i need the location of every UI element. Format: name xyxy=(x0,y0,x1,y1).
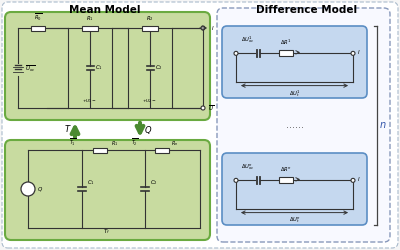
FancyBboxPatch shape xyxy=(2,2,398,248)
Text: $R_1$: $R_1$ xyxy=(86,14,94,23)
Text: $C_1$: $C_1$ xyxy=(95,64,103,72)
Text: $I$: $I$ xyxy=(357,48,360,56)
Text: T: T xyxy=(65,126,70,134)
Circle shape xyxy=(351,51,355,55)
Text: $I$: $I$ xyxy=(357,175,360,183)
Text: $T_f$: $T_f$ xyxy=(103,227,111,236)
Text: $I$: $I$ xyxy=(211,24,214,32)
Bar xyxy=(31,26,45,30)
Circle shape xyxy=(201,26,205,30)
Circle shape xyxy=(234,51,238,55)
Text: $C_2$: $C_2$ xyxy=(150,178,158,187)
Circle shape xyxy=(201,106,205,110)
Text: Q: Q xyxy=(145,126,152,134)
Text: Mean Model: Mean Model xyxy=(69,5,141,15)
Text: $\Delta R^1$: $\Delta R^1$ xyxy=(280,38,292,47)
Text: $\Delta U_{oc}^1$: $\Delta U_{oc}^1$ xyxy=(241,34,255,45)
Circle shape xyxy=(234,178,238,182)
Circle shape xyxy=(21,182,35,196)
Text: $\Delta U_t^1$: $\Delta U_t^1$ xyxy=(288,88,300,100)
Bar xyxy=(93,148,107,152)
Text: $\overline{R_0}$: $\overline{R_0}$ xyxy=(34,13,42,23)
Text: $\overline{T_1}$: $\overline{T_1}$ xyxy=(69,138,77,148)
Text: $Q$: $Q$ xyxy=(37,185,43,193)
Text: $R_n$: $R_n$ xyxy=(171,139,179,148)
FancyBboxPatch shape xyxy=(5,12,210,120)
Text: $R_2$: $R_2$ xyxy=(146,14,154,23)
Bar xyxy=(82,26,98,30)
Text: $\Delta R^n$: $\Delta R^n$ xyxy=(280,166,292,174)
Text: $C_1$: $C_1$ xyxy=(87,178,95,187)
FancyBboxPatch shape xyxy=(222,153,367,225)
Bar xyxy=(279,50,293,56)
Text: ......: ...... xyxy=(286,120,304,130)
Text: $\overline{U_{oc}}$: $\overline{U_{oc}}$ xyxy=(25,64,36,74)
Text: $+U_2-$: $+U_2-$ xyxy=(142,98,158,105)
Text: $R_1$: $R_1$ xyxy=(111,139,119,148)
FancyBboxPatch shape xyxy=(5,140,210,240)
Text: $+U_1-$: $+U_1-$ xyxy=(82,98,98,105)
Text: $C_2$: $C_2$ xyxy=(155,64,163,72)
Text: $\Delta U_{oc}^n$: $\Delta U_{oc}^n$ xyxy=(241,163,255,172)
Bar xyxy=(142,26,158,30)
Bar xyxy=(155,148,169,152)
FancyBboxPatch shape xyxy=(222,26,367,98)
Text: n: n xyxy=(380,120,386,130)
Text: $\overline{T_2}$: $\overline{T_2}$ xyxy=(131,138,139,148)
Text: $\Delta U_t^n$: $\Delta U_t^n$ xyxy=(288,216,300,225)
FancyBboxPatch shape xyxy=(217,8,390,242)
Text: Difference Model: Difference Model xyxy=(256,5,358,15)
Circle shape xyxy=(351,178,355,182)
Text: $\overline{U}$: $\overline{U}$ xyxy=(208,103,214,113)
Bar xyxy=(279,177,293,183)
